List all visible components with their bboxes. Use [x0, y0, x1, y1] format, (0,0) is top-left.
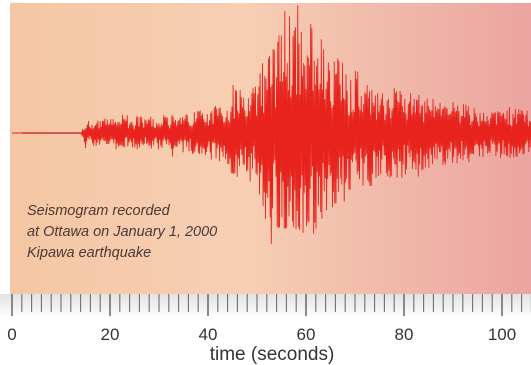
x-tick-label: 60	[297, 325, 316, 344]
seismogram-trace	[12, 5, 531, 245]
x-axis-tick-labels: 0 20 40 60 80 100	[7, 325, 516, 344]
x-axis-label: time (seconds)	[210, 344, 335, 365]
x-tick-label: 80	[395, 325, 414, 344]
seismogram-caption: Seismogram recorded at Ottawa on January…	[27, 201, 217, 264]
series-line	[12, 5, 531, 245]
x-tick-label: 100	[488, 325, 516, 344]
x-tick-label: 40	[199, 325, 218, 344]
caption-line-1: Seismogram recorded	[27, 203, 170, 219]
x-axis-ticks	[11, 294, 531, 316]
x-tick-label: 0	[7, 325, 16, 344]
axis-band	[0, 294, 531, 318]
caption-line-3: Kipawa earthquake	[27, 245, 152, 261]
caption-line-2: at Ottawa on January 1, 2000	[27, 224, 218, 240]
x-tick-label: 20	[101, 325, 120, 344]
